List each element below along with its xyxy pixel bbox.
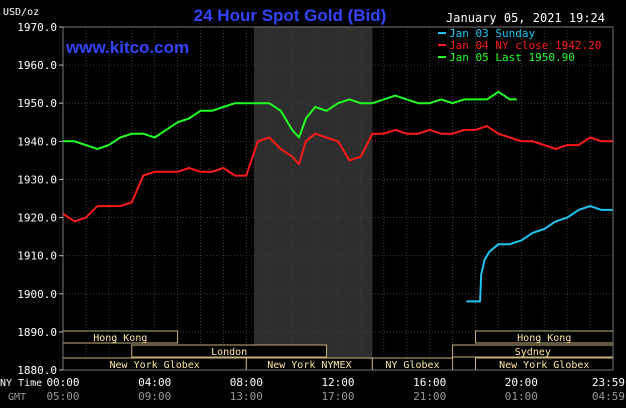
x-tick-label-ny: 23:59 [592,376,625,389]
plot-frame [62,26,614,371]
series-line [63,90,517,150]
y-tick-label: 1920.0 [17,212,57,225]
x-tick-label-gmt: 04:59 [592,390,625,403]
series-line [62,125,613,223]
y-tick-label: 1930.0 [17,173,57,186]
y-tick-label: 1900.0 [17,288,57,301]
session-label: Sydney [515,347,551,358]
y-tick-label: 1940.0 [17,135,57,148]
trading-sessions: Hong Kong Hong Kong London Sydney New York G… [62,330,614,371]
axes: 1880.0 1890.0 1900.0 1910.0 1920.0 1930.0 1940… [17,21,625,403]
price-series [62,90,613,303]
y-tick-label: 1880.0 [17,364,57,377]
timestamp: January 05, 2021 19:24 [446,11,605,25]
unit-label: USD/oz [3,7,39,18]
legend-label: Jan 05 Last 1950.90 [449,51,575,64]
session-label: NY Globex [385,360,439,371]
x-tick-label-gmt: 21:00 [413,390,446,403]
x-tick-label-gmt: 05:00 [46,390,79,403]
ny-time-label: NY Time [0,378,42,389]
legend-label: Jan 04 NY close 1942.20 [449,39,601,52]
x-tick-label-ny: 00:00 [46,376,79,389]
series-line [466,205,613,303]
gmt-label: GMT [8,392,26,403]
x-tick-label-ny: 04:00 [138,376,171,389]
session-label: New York Globex [110,360,200,371]
y-tick-label: 1950.0 [17,97,57,110]
session-label: Hong Kong [517,333,571,344]
session-bar [131,344,328,358]
session-label: Hong Kong [93,333,147,344]
x-tick-label-gmt: 17:00 [321,390,354,403]
y-tick-label: 1890.0 [17,326,57,339]
session-label: New York NYMEX [267,360,351,371]
y-tick-label: 1970.0 [17,21,57,34]
chart-title: 24 Hour Spot Gold (Bid) [194,6,387,25]
x-tick-label-gmt: 09:00 [138,390,171,403]
legend-label: Jan 03 Sunday [449,27,535,40]
y-tick-label: 1910.0 [17,250,57,263]
nymex-shading [253,27,373,370]
grid [62,26,614,371]
nymex-session-shading [253,27,373,370]
y-tick-label: 1960.0 [17,59,57,72]
x-tick-label-gmt: 01:00 [505,390,538,403]
session-label: New York Globex [499,360,589,371]
x-tick-label-ny: 12:00 [321,376,354,389]
x-tick-label-ny: 20:00 [505,376,538,389]
x-tick-label-gmt: 13:00 [230,390,263,403]
website-label: www.kitco.com [65,38,189,57]
x-tick-label-ny: 16:00 [413,376,446,389]
x-tick-label-ny: 08:00 [230,376,263,389]
session-label: London [211,347,247,358]
